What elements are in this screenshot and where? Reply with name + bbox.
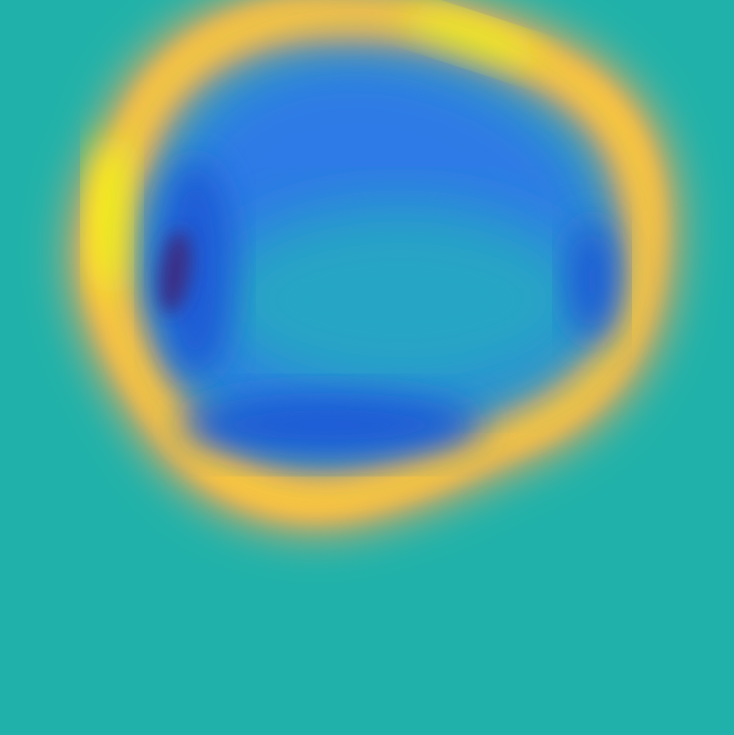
bottom-inner-band	[180, 393, 480, 457]
right-inner-band	[567, 220, 617, 340]
inner-center	[210, 205, 590, 395]
top-hotspot	[403, 12, 537, 68]
dark-spot	[159, 230, 191, 314]
left-hotspot	[92, 135, 132, 295]
left-inner-band	[157, 160, 233, 380]
outer-ring	[85, 0, 663, 518]
